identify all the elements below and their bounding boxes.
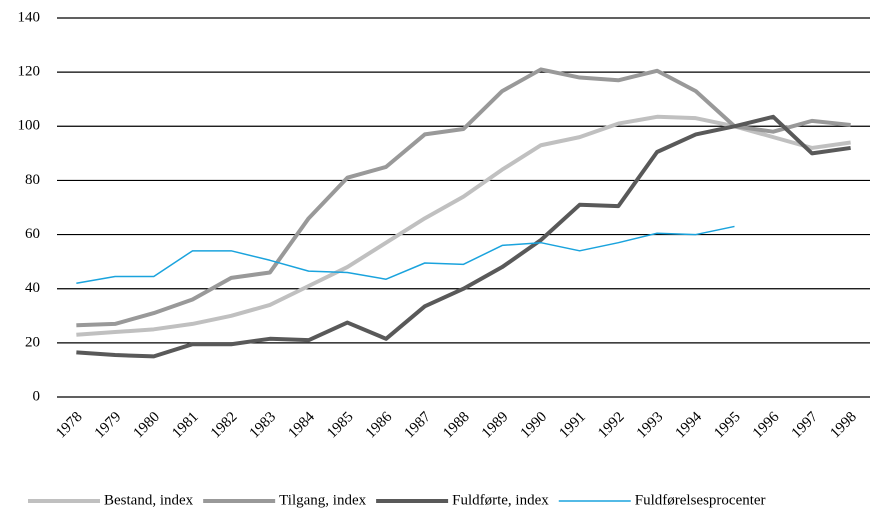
- legend-label: Bestand, index: [104, 492, 194, 508]
- series-line: [76, 67, 851, 328]
- legend-label: Tilgang, index: [279, 492, 366, 508]
- x-tick-label: 1992: [595, 409, 628, 442]
- x-tick-label: 1997: [789, 409, 822, 442]
- x-tick-label: 1985: [324, 409, 357, 442]
- x-tick-label: 1989: [479, 409, 512, 442]
- series-line: [76, 225, 735, 285]
- x-tick-label: 1984: [285, 409, 318, 442]
- y-tick-label: 60: [25, 226, 40, 242]
- x-tick-label: 1990: [518, 409, 551, 442]
- series-line: [76, 114, 851, 359]
- x-tick-label: 1983: [247, 409, 280, 442]
- y-tick-label: 40: [25, 280, 40, 296]
- series-line: [76, 114, 851, 337]
- x-tick-label: 1991: [556, 409, 589, 442]
- x-tick-label: 1978: [53, 409, 86, 442]
- x-tick-label: 1980: [131, 409, 164, 442]
- y-tick-label: 140: [18, 9, 41, 25]
- x-tick-label: 1998: [827, 409, 860, 442]
- x-tick-label: 1988: [440, 409, 473, 442]
- legend-label: Fuldførelsesprocenter: [635, 492, 766, 508]
- y-tick-label: 80: [25, 172, 40, 188]
- y-tick-label: 20: [25, 334, 40, 350]
- x-tick-label: 1986: [363, 409, 396, 442]
- y-tick-label: 0: [33, 388, 41, 404]
- x-tick-label: 1979: [92, 409, 125, 442]
- x-tick-label: 1981: [169, 409, 202, 442]
- x-tick-label: 1993: [634, 409, 667, 442]
- x-tick-label: 1994: [673, 409, 706, 442]
- y-tick-label: 120: [18, 64, 41, 80]
- x-tick-label: 1982: [208, 409, 241, 442]
- x-tick-label: 1996: [750, 409, 783, 442]
- y-tick-label: 100: [18, 118, 41, 134]
- legend-label: Fuldførte, index: [452, 492, 549, 508]
- x-tick-label: 1995: [711, 409, 744, 442]
- x-tick-label: 1987: [402, 409, 435, 442]
